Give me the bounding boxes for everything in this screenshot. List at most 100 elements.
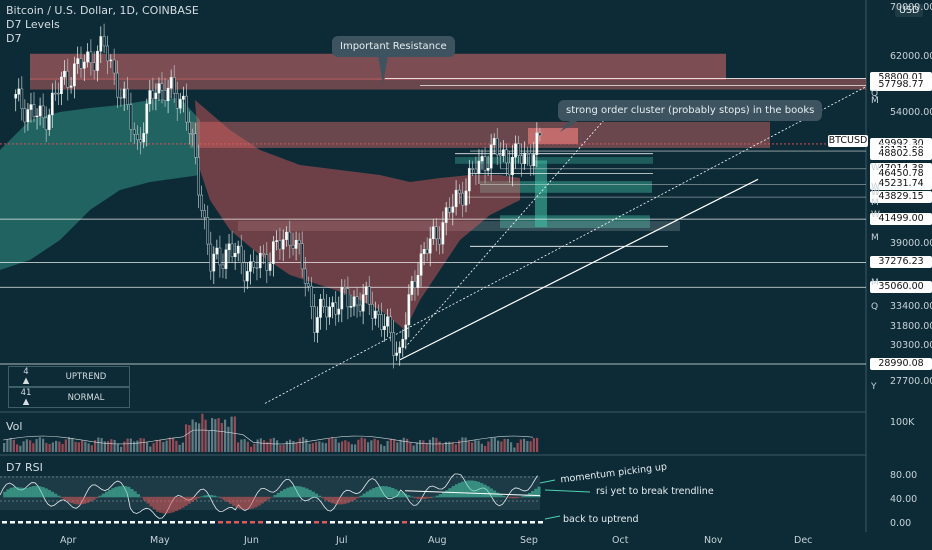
rsi-state-dot-27 <box>218 521 223 524</box>
support-zone-48000 <box>455 157 653 164</box>
rsi-fill-102 <box>324 496 328 501</box>
rsi-fill-15 <box>47 489 51 498</box>
rsi-state-dot-16 <box>130 521 135 524</box>
rsi-fill-168 <box>534 488 538 498</box>
rsi-state-dot-58 <box>466 521 471 524</box>
rsi-fill-80 <box>254 496 258 508</box>
rsi-fill-165 <box>524 494 528 498</box>
rsi-layer <box>0 473 591 524</box>
candle-body-66 <box>221 264 225 269</box>
volume-axis-tick: 100K <box>890 417 915 428</box>
rsi-fill-116 <box>368 489 373 498</box>
price-axis-tick: 31800.00 <box>890 320 932 332</box>
rsi-state-dot-65 <box>522 521 527 524</box>
rsi-state-dot-8 <box>66 521 71 524</box>
volume-bar-135 <box>441 443 444 452</box>
rsi-fill-143 <box>454 484 458 498</box>
teal-cloud <box>0 98 200 270</box>
candle-body-59 <box>200 194 203 211</box>
volume-bar-161 <box>526 440 529 452</box>
level-tag-5: M <box>871 198 879 208</box>
rsi-fill-33 <box>104 491 109 498</box>
volume-bar-78 <box>256 439 259 452</box>
volume-bar-143 <box>467 440 470 452</box>
level-tag-10: Y <box>871 382 877 392</box>
rsi-fill-70 <box>222 496 226 500</box>
volume-bar-85 <box>279 445 282 452</box>
candle-body-21 <box>79 58 83 69</box>
volume-bar-106 <box>347 441 350 452</box>
volume-bar-38 <box>126 438 129 452</box>
volume-bar-120 <box>393 439 396 452</box>
volume-bar-42 <box>139 438 142 452</box>
candle-body-15 <box>60 76 63 94</box>
candle-body-6 <box>32 104 36 118</box>
volume-bar-25 <box>84 441 87 452</box>
level-tag-4: W <box>871 188 880 198</box>
rsi-state-dot-66 <box>530 521 535 524</box>
rsi-fill-37 <box>117 486 121 498</box>
candle-body-128 <box>413 281 417 288</box>
rsi-fill-26 <box>82 496 86 504</box>
candle-body-74 <box>245 271 249 282</box>
rsi-fill-66 <box>209 495 214 498</box>
rsi-state-dot-56 <box>450 521 455 524</box>
volume-bar-2 <box>9 438 12 452</box>
volume-bar-21 <box>71 438 74 452</box>
rsi-pane-label[interactable]: D7 RSI <box>6 461 43 474</box>
volume-bar-137 <box>448 441 451 452</box>
rsi-fill-30 <box>95 496 99 499</box>
candle-body-22 <box>82 61 86 69</box>
rsi-state-dot-2 <box>18 521 23 524</box>
volume-bar-93 <box>305 439 308 452</box>
candle-body-101 <box>331 302 335 308</box>
volume-bar-150 <box>490 438 493 452</box>
candle-body-36 <box>129 104 133 130</box>
volume-bar-37 <box>123 441 126 452</box>
rsi-state-dot-4 <box>34 521 39 524</box>
rsi-fill-53 <box>168 496 172 514</box>
volume-bar-72 <box>237 442 240 452</box>
indicator-d7[interactable]: D7 <box>6 32 22 45</box>
candle-body-167 <box>535 132 539 155</box>
candle-body-67 <box>224 249 228 269</box>
rsi-fill-145 <box>461 481 465 498</box>
volume-bar-74 <box>243 439 246 452</box>
candle-body-19 <box>73 63 76 87</box>
candle-body-65 <box>218 247 222 266</box>
volume-bar-124 <box>406 438 409 452</box>
volume-bar-18 <box>61 443 64 452</box>
candle-body-71 <box>236 245 240 254</box>
rsi-fill-45 <box>143 496 147 501</box>
indicator-d7-levels[interactable]: D7 Levels <box>6 18 60 31</box>
candle-body-62 <box>209 243 213 272</box>
rsi-state-dot-64 <box>514 521 519 524</box>
date-tick-may: May <box>150 535 170 546</box>
candle-body-144 <box>464 190 468 206</box>
volume-bar-105 <box>344 440 347 452</box>
volume-pane-label[interactable]: Vol <box>6 420 23 433</box>
candle-body-118 <box>383 325 386 330</box>
candle-body-33 <box>119 96 123 99</box>
volume-bar-33 <box>110 439 113 452</box>
volume-bar-14 <box>48 443 51 452</box>
currency-button[interactable]: USD <box>895 4 924 17</box>
date-tick-jul: Jul <box>336 535 348 546</box>
candle-body-102 <box>334 302 338 315</box>
rsi-fill-73 <box>232 496 236 506</box>
rsi-fill-75 <box>238 496 242 509</box>
rsi-fill-81 <box>257 496 261 506</box>
candle-body-164 <box>526 152 530 155</box>
volume-bar-65 <box>214 419 217 452</box>
rsi-state-dot-52 <box>418 521 423 524</box>
rsi-fill-162 <box>515 496 519 499</box>
candle-body-110 <box>358 304 362 312</box>
candle-body-98 <box>322 298 325 308</box>
candle-body-48 <box>166 87 170 101</box>
symbol-title[interactable]: Bitcoin / U.S. Dollar, 1D, COINBASE <box>6 4 199 17</box>
candle-body-87 <box>288 231 292 246</box>
rsi-fill-61 <box>193 496 198 500</box>
candle-body-108 <box>352 296 356 307</box>
